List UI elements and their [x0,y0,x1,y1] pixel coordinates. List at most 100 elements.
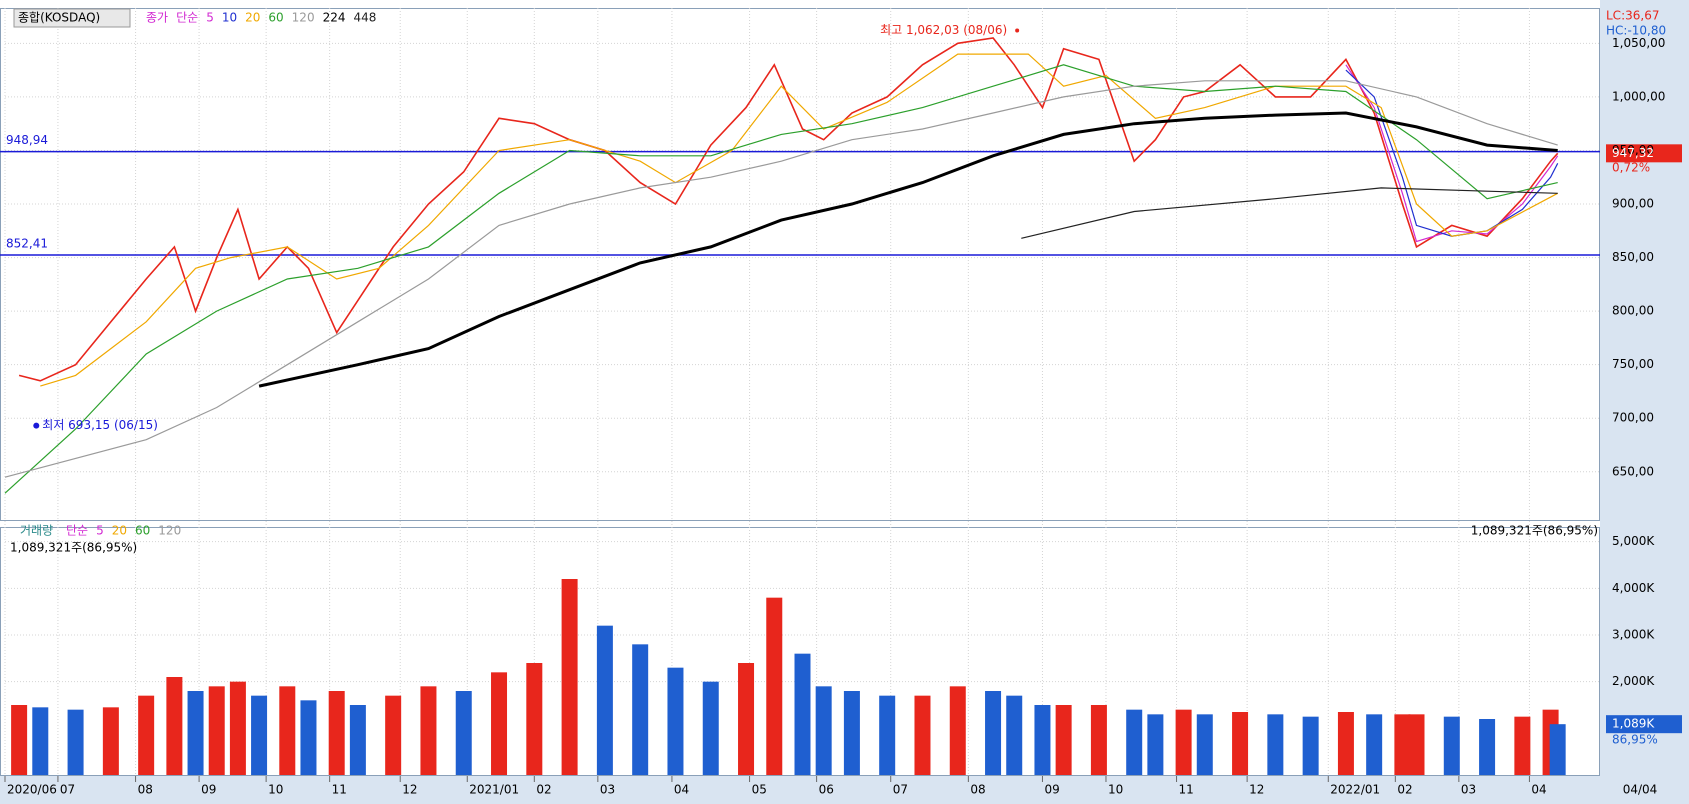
legend-method: 단순 [66,524,88,538]
price-line [40,53,1558,387]
volume-bar [914,695,931,775]
volume-bar [1366,714,1383,775]
price-line [18,37,1559,382]
x-tick-label: 07 [893,783,908,797]
high-marker [1015,28,1020,33]
legend-entry: 20 [245,11,260,25]
x-tick-label: 10 [1108,783,1123,797]
x-tick-label: 03 [600,783,615,797]
x-tick-label: 02 [536,783,551,797]
legend-entry: 120 [292,11,315,25]
hc-label: HC:-10,80 [1606,24,1666,38]
last-volume-label: 1,089K [1612,717,1655,731]
legend-entry: 60 [268,11,283,25]
legend-entry: 60 [135,524,150,538]
volume-bar [1549,724,1566,775]
last-volume-box [1606,715,1682,734]
low-label: 최저 693,15 (06/15) [42,418,158,432]
volume-bar [11,705,28,775]
volume-bar [67,709,84,775]
legend-method: 단순 [176,11,198,25]
volume-bar [1055,705,1072,775]
y-tick-label: 5,000K [1612,534,1655,548]
price-line [1345,64,1559,243]
legend-entry: 5 [96,524,104,538]
x-tick-label: 2020/06 [7,783,57,797]
legend-entry: 448 [353,11,376,25]
volume-frame [0,527,1600,776]
volume-bar [1034,705,1051,775]
volume-bar [32,707,49,775]
volume-bar [738,663,755,775]
volume-bar [1479,719,1496,775]
x-tick-label: 08 [970,783,985,797]
volume-bar [229,681,246,775]
price-line [258,111,1558,388]
x-tick-label: 12 [402,783,417,797]
y-tick-label: 650,00 [1612,464,1654,478]
x-tick-label: 05 [752,783,767,797]
title-box [13,8,131,28]
x-tick-label: 2021/01 [469,783,519,797]
volume-bar [385,695,402,775]
last-price-label: 947,32 [1612,146,1654,160]
volume-bar [300,700,317,775]
volume-bar [420,686,437,775]
volume-bar [138,695,155,775]
y-tick-label: 4,000K [1612,581,1655,595]
volume-bar [1394,714,1411,775]
y-tick-label: 750,00 [1612,357,1654,371]
volume-bar [702,681,719,775]
y-tick-label: 3,000K [1612,628,1655,642]
volume-bar [187,691,204,775]
volume-bar [1302,716,1319,775]
volume-bar [102,707,119,775]
volume-bar [1443,716,1460,775]
legend-entry: 224 [323,11,346,25]
y-tick-label: 800,00 [1612,304,1654,318]
volume-bar [1408,714,1425,775]
volume-bar [879,695,896,775]
volume-bar [815,686,832,775]
x-tick-label: 02 [1397,783,1412,797]
y-tick-label: 850,00 [1612,250,1654,264]
volume-bar [251,695,268,775]
y-tick-label: 900,00 [1612,197,1654,211]
y-tick-label: 950,00 [1612,143,1654,157]
volume-bar [766,597,783,775]
volume-bar [561,579,578,775]
volume-bar [455,691,472,775]
plot [0,28,1682,775]
grid [4,8,1600,782]
volume-bar [1267,714,1284,775]
low-marker [33,422,40,429]
high-label: 최고 1,062,03 (08/06) [880,23,1007,37]
volume-bar [1514,716,1531,775]
price-change: 0,72% [1612,161,1650,175]
price-frame [0,8,1600,521]
volume-info-right: 1,089,321주(86,95%) [1471,524,1598,538]
price-line [4,64,1558,494]
x-tick-label: 10 [268,783,283,797]
price-line [4,80,1558,478]
volume-bar [1337,712,1354,775]
volume-bar [1090,705,1107,775]
reference-label: 948,94 [6,133,48,147]
legend-entry: 20 [112,524,127,538]
x-tick-label: 11 [332,783,347,797]
y-tick-label: 2,000K [1612,674,1655,688]
volume-bar [166,677,183,775]
lc-label: LC:36,67 [1606,9,1659,23]
labels: 종합(KOSDAQ) LC:36,67 HC:-10,80 거래량 1,089,… [6,8,1666,797]
volume-bar [596,625,613,775]
x-tick-label: 03 [1461,783,1476,797]
volume-ratio: 86,95% [1612,733,1658,747]
price-axis-panel [1600,0,1689,804]
x-tick-label: 04 [674,783,689,797]
volume-bar [667,667,684,775]
volume-bar [279,686,296,775]
x-tick-label: 11 [1179,783,1194,797]
date-axis-panel [0,776,1689,804]
volume-bar [843,691,860,775]
